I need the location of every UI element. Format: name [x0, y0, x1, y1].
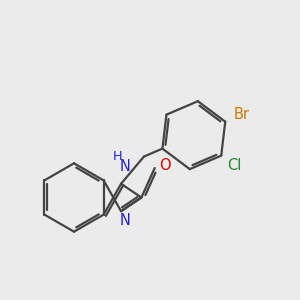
- Text: O: O: [159, 158, 171, 173]
- Text: Br: Br: [234, 107, 250, 122]
- Text: N: N: [119, 213, 130, 228]
- Text: H: H: [112, 150, 122, 164]
- Text: Cl: Cl: [227, 158, 242, 173]
- Text: N: N: [120, 159, 131, 174]
